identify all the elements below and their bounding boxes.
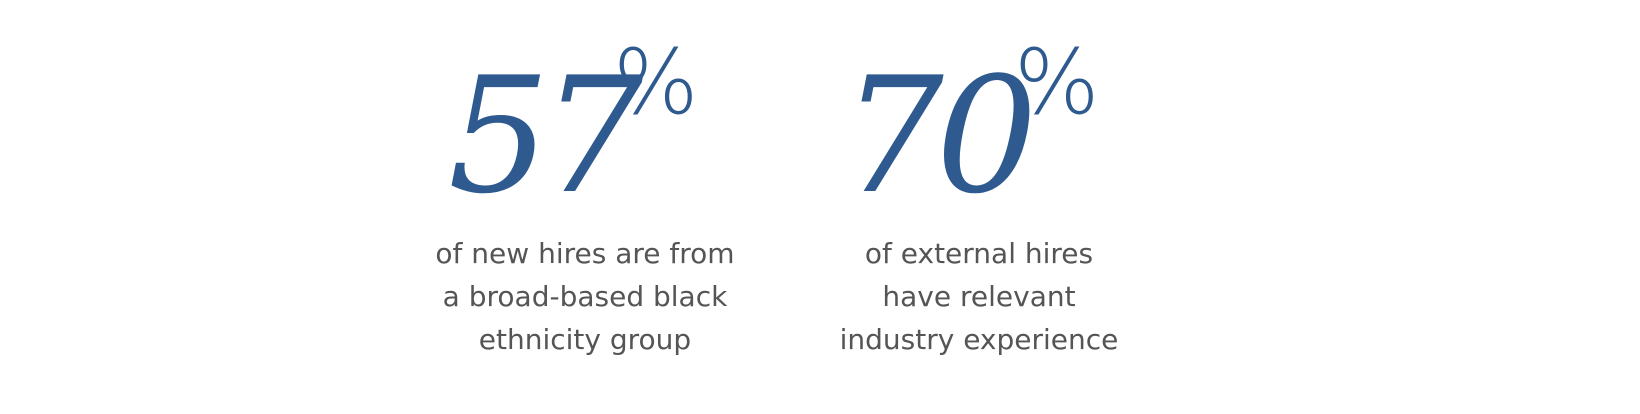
- caption-line: have relevant: [882, 280, 1076, 313]
- caption-line: industry experience: [839, 323, 1119, 356]
- caption-line: of new hires are from: [435, 237, 735, 270]
- percent-sign: %: [613, 30, 699, 135]
- stat-caption: of new hires are from a broad-based blac…: [430, 232, 740, 361]
- stat-number: 57: [448, 42, 644, 229]
- caption-line: of external hires: [864, 237, 1094, 270]
- caption-line: ethnicity group: [478, 323, 692, 356]
- percent-sign: %: [1014, 30, 1100, 135]
- stat-value: 70 %: [842, 30, 1202, 229]
- stat-caption: of external hires have relevant industry…: [824, 232, 1134, 361]
- stat-value: 57 %: [430, 30, 790, 229]
- stat-block-external-hires: 70 % of external hires have relevant ind…: [840, 0, 1202, 414]
- stat-block-new-hires: 57 % of new hires are from a broad-based…: [430, 0, 790, 414]
- caption-line: a broad-based black: [442, 280, 728, 313]
- stat-number: 70: [842, 42, 1038, 229]
